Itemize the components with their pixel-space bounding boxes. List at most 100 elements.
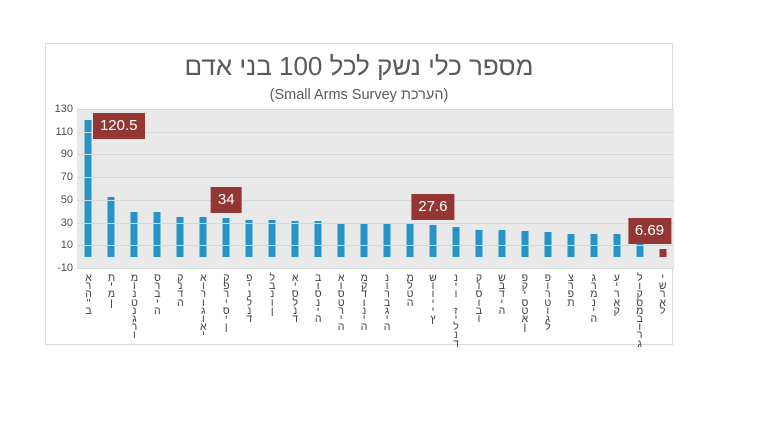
bar-slot <box>77 109 100 268</box>
data-label-badge: 34 <box>210 187 242 214</box>
bar-slot <box>628 109 651 268</box>
bar-slot <box>399 109 422 268</box>
y-tick-label: 90 <box>60 148 73 161</box>
bar-slot <box>330 109 353 268</box>
x-category-label-ניו זילנד: ניו זילנד <box>453 272 459 350</box>
data-label-badge: 6.69 <box>627 218 672 245</box>
bar-נורבגיה <box>383 223 391 257</box>
bar-שווייץ <box>429 225 437 257</box>
bar-קפריסין <box>222 218 230 257</box>
bar-פקיסטאן <box>521 231 529 257</box>
data-label-badge: 27.6 <box>411 194 455 221</box>
data-label-badge: 120.5 <box>92 112 145 139</box>
gridline <box>77 131 674 133</box>
bar-slot <box>467 109 490 268</box>
bar-ישראל <box>659 249 667 257</box>
bar-slot <box>605 109 628 268</box>
gridline <box>77 245 674 247</box>
bar-slot <box>192 109 215 268</box>
chart-card: מספר כלי נשק לכל 100 בני אדם (הערכת Smal… <box>45 43 674 349</box>
bar-slot <box>536 109 559 268</box>
bar-slot <box>123 109 146 268</box>
y-tick-label: 30 <box>60 216 73 229</box>
bar-מקדוניה <box>360 222 368 257</box>
bar-סרביה <box>153 212 161 257</box>
bar-series <box>77 109 674 268</box>
bar-אורוגואי <box>199 217 207 257</box>
bar-אוסטריה <box>337 222 345 257</box>
bar-slot <box>238 109 261 268</box>
bar-פינלנד <box>245 219 253 257</box>
bar-slot <box>169 109 192 268</box>
y-tick-label: 70 <box>60 171 73 184</box>
bar-קוסובו <box>475 229 483 257</box>
y-tick-label: 110 <box>55 125 73 138</box>
x-axis: א ר ה " ב ת י מ ן מ ו נ ט נ ג ר ו ס ר ב י ה ק נ ד ה א ו ר ו ג ו א י ק פ ר י ס י… <box>77 272 674 349</box>
bar-slot <box>353 109 376 268</box>
bar-תימן <box>107 196 115 257</box>
gridline <box>77 222 674 224</box>
bar-מלטה <box>406 224 414 257</box>
y-tick-label: 50 <box>60 193 73 206</box>
bar-slot <box>215 109 238 268</box>
bar-בוסניה <box>314 221 322 257</box>
bar-slot <box>559 109 582 268</box>
bar-slot <box>582 109 605 268</box>
bar-מונטנגרו <box>130 212 138 257</box>
bar-slot <box>100 109 123 268</box>
bar-slot <box>422 109 445 268</box>
bar-ארה"ב <box>84 119 92 257</box>
gridline <box>77 199 674 201</box>
bar-לבנון <box>268 220 276 257</box>
chart-title: מספר כלי נשק לכל 100 בני אדם <box>184 51 534 81</box>
plot-area: 120.5 34 27.6 6.69 <box>77 109 674 269</box>
gridline <box>77 177 674 179</box>
bar-פורטוגל <box>544 232 552 257</box>
y-tick-label: 130 <box>54 103 73 115</box>
gridline <box>77 109 674 110</box>
bar-slot <box>651 109 674 268</box>
bar-שבדיה <box>498 230 506 257</box>
bar-slot <box>445 109 468 268</box>
bar-slot <box>146 109 169 268</box>
bar-ניו זילנד <box>452 226 460 257</box>
chart-subtitle: (הערכת Small Arms Survey) <box>269 87 449 103</box>
